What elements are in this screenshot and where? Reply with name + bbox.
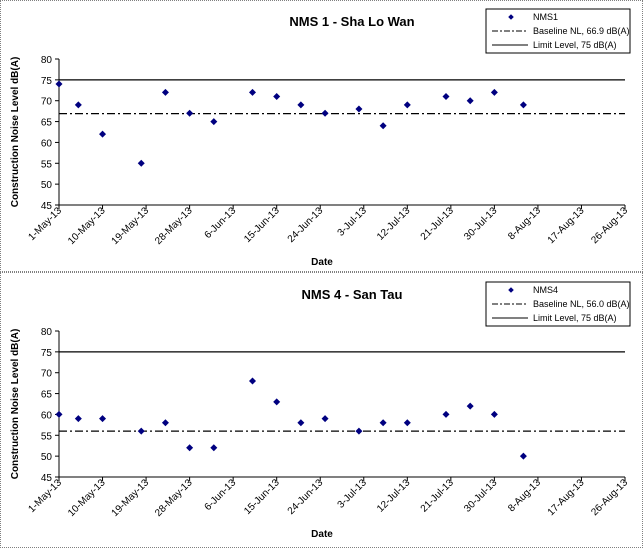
x-tick-label: 21-Jul-13 [419, 477, 457, 515]
y-tick-label: 75 [41, 76, 53, 87]
data-point-nms4 [519, 452, 527, 460]
data-point-nms4 [466, 402, 474, 410]
legend-label: Baseline NL, 66.9 dB(A) [533, 26, 630, 36]
data-point-nms1 [273, 93, 281, 101]
x-tick-label: 17-Aug-13 [546, 477, 587, 518]
y-tick-label: 50 [41, 180, 53, 191]
data-point-nms1 [55, 80, 63, 88]
data-point-nms1 [249, 88, 257, 96]
chart-panel-nms4: NMS 4 - San Tau 45 50 55 60 65 70 75 80 1-May-13 1… [0, 272, 643, 548]
data-point-nms4 [297, 419, 305, 427]
x-tick-label: 12-Jul-13 [375, 205, 413, 243]
x-tick-label: 6-Jun-13 [203, 477, 239, 513]
x-tick-label: 24-Jun-13 [286, 205, 326, 245]
y-tick-label: 55 [41, 431, 53, 442]
data-point-nms1 [99, 130, 107, 138]
data-point-nms4 [186, 444, 194, 452]
data-point-nms1 [519, 101, 527, 109]
data-point-nms4 [137, 427, 145, 435]
y-tick-label: 65 [41, 390, 53, 401]
data-point-nms1 [186, 109, 194, 117]
y-tick-label: 70 [41, 369, 53, 380]
x-axis-label: Date [311, 529, 333, 540]
y-tick-label: 60 [41, 410, 53, 421]
y-tick-label: 45 [41, 473, 53, 484]
data-point-nms1 [321, 109, 329, 117]
y-tick-label: 45 [41, 201, 53, 212]
data-point-nms4 [273, 398, 281, 406]
legend: NMS1 Baseline NL, 66.9 dB(A) Limit Level, … [485, 8, 631, 54]
x-tick-label: 15-Jun-13 [242, 477, 282, 517]
x-tick-label: 10-May-13 [66, 477, 108, 519]
chart-title: NMS 1 - Sha Lo Wan [289, 14, 414, 29]
y-tick-label: 75 [41, 348, 53, 359]
data-point-nms4 [403, 419, 411, 427]
x-tick-label: 10-May-13 [66, 205, 108, 247]
x-tick-label: 3-Jul-13 [336, 205, 370, 239]
chart-nms1: NMS 1 - Sha Lo Wan45505560657075801-May-… [10, 8, 631, 268]
x-tick-label: 26-Aug-13 [589, 477, 630, 518]
legend-label: NMS1 [533, 12, 558, 22]
y-axis-label: Construction Noise Level dB(A) [10, 329, 21, 480]
y-tick-label: 70 [41, 97, 53, 108]
y-tick-label: 60 [41, 138, 53, 149]
data-point-nms4 [74, 415, 82, 423]
data-point-nms1 [490, 88, 498, 96]
data-point-nms1 [210, 118, 218, 126]
y-tick-label: 65 [41, 118, 53, 129]
x-tick-label: 28-May-13 [153, 205, 195, 247]
data-point-nms1 [74, 101, 82, 109]
x-tick-label: 6-Jun-13 [203, 205, 239, 241]
x-axis-label: Date [311, 257, 333, 268]
x-tick-label: 19-May-13 [110, 477, 152, 519]
data-point-nms1 [442, 93, 450, 101]
legend-label: Baseline NL, 56.0 dB(A) [533, 299, 630, 309]
chart-title: NMS 4 - San Tau [302, 287, 403, 302]
data-point-nms1 [161, 88, 169, 96]
x-tick-label: 17-Aug-13 [546, 205, 587, 246]
y-tick-label: 50 [41, 452, 53, 463]
x-tick-label: 19-May-13 [110, 205, 152, 247]
data-point-nms4 [490, 410, 498, 418]
y-tick-label: 80 [41, 327, 53, 338]
data-point-nms4 [55, 410, 63, 418]
y-tick-label: 80 [41, 55, 53, 66]
legend-label: Limit Level, 75 dB(A) [533, 40, 617, 50]
data-point-nms4 [161, 419, 169, 427]
data-point-nms4 [442, 410, 450, 418]
data-point-nms1 [355, 105, 363, 113]
x-tick-label: 30-Jul-13 [462, 477, 500, 515]
y-tick-label: 55 [41, 159, 53, 170]
x-tick-label: 26-Aug-13 [589, 205, 630, 246]
data-point-nms4 [210, 444, 218, 452]
data-point-nms1 [403, 101, 411, 109]
x-tick-label: 21-Jul-13 [419, 205, 457, 243]
data-point-nms4 [249, 377, 257, 385]
data-point-nms1 [379, 122, 387, 130]
legend-label: NMS4 [533, 285, 558, 295]
data-point-nms1 [466, 97, 474, 105]
x-tick-label: 8-Aug-13 [506, 477, 543, 514]
data-point-nms4 [379, 419, 387, 427]
data-point-nms4 [321, 415, 329, 423]
x-tick-label: 3-Jul-13 [336, 477, 370, 511]
data-point-nms1 [137, 159, 145, 167]
x-tick-label: 24-Jun-13 [286, 477, 326, 517]
x-tick-label: 12-Jul-13 [375, 477, 413, 515]
legend-label: Limit Level, 75 dB(A) [533, 313, 617, 323]
chart-panel-nms1: NMS 1 - Sha Lo Wan 45 50 55 60 65 70 75 80 1-May-… [0, 0, 643, 272]
legend: NMS4 Baseline NL, 56.0 dB(A) Limit Level, … [485, 281, 631, 327]
x-tick-label: 30-Jul-13 [462, 205, 500, 243]
y-axis-label: Construction Noise Level dB(A) [10, 57, 21, 208]
x-tick-label: 15-Jun-13 [242, 205, 282, 245]
data-point-nms4 [99, 415, 107, 423]
x-tick-label: 8-Aug-13 [506, 205, 543, 242]
data-point-nms4 [355, 427, 363, 435]
data-point-nms1 [297, 101, 305, 109]
x-tick-label: 28-May-13 [153, 477, 195, 519]
